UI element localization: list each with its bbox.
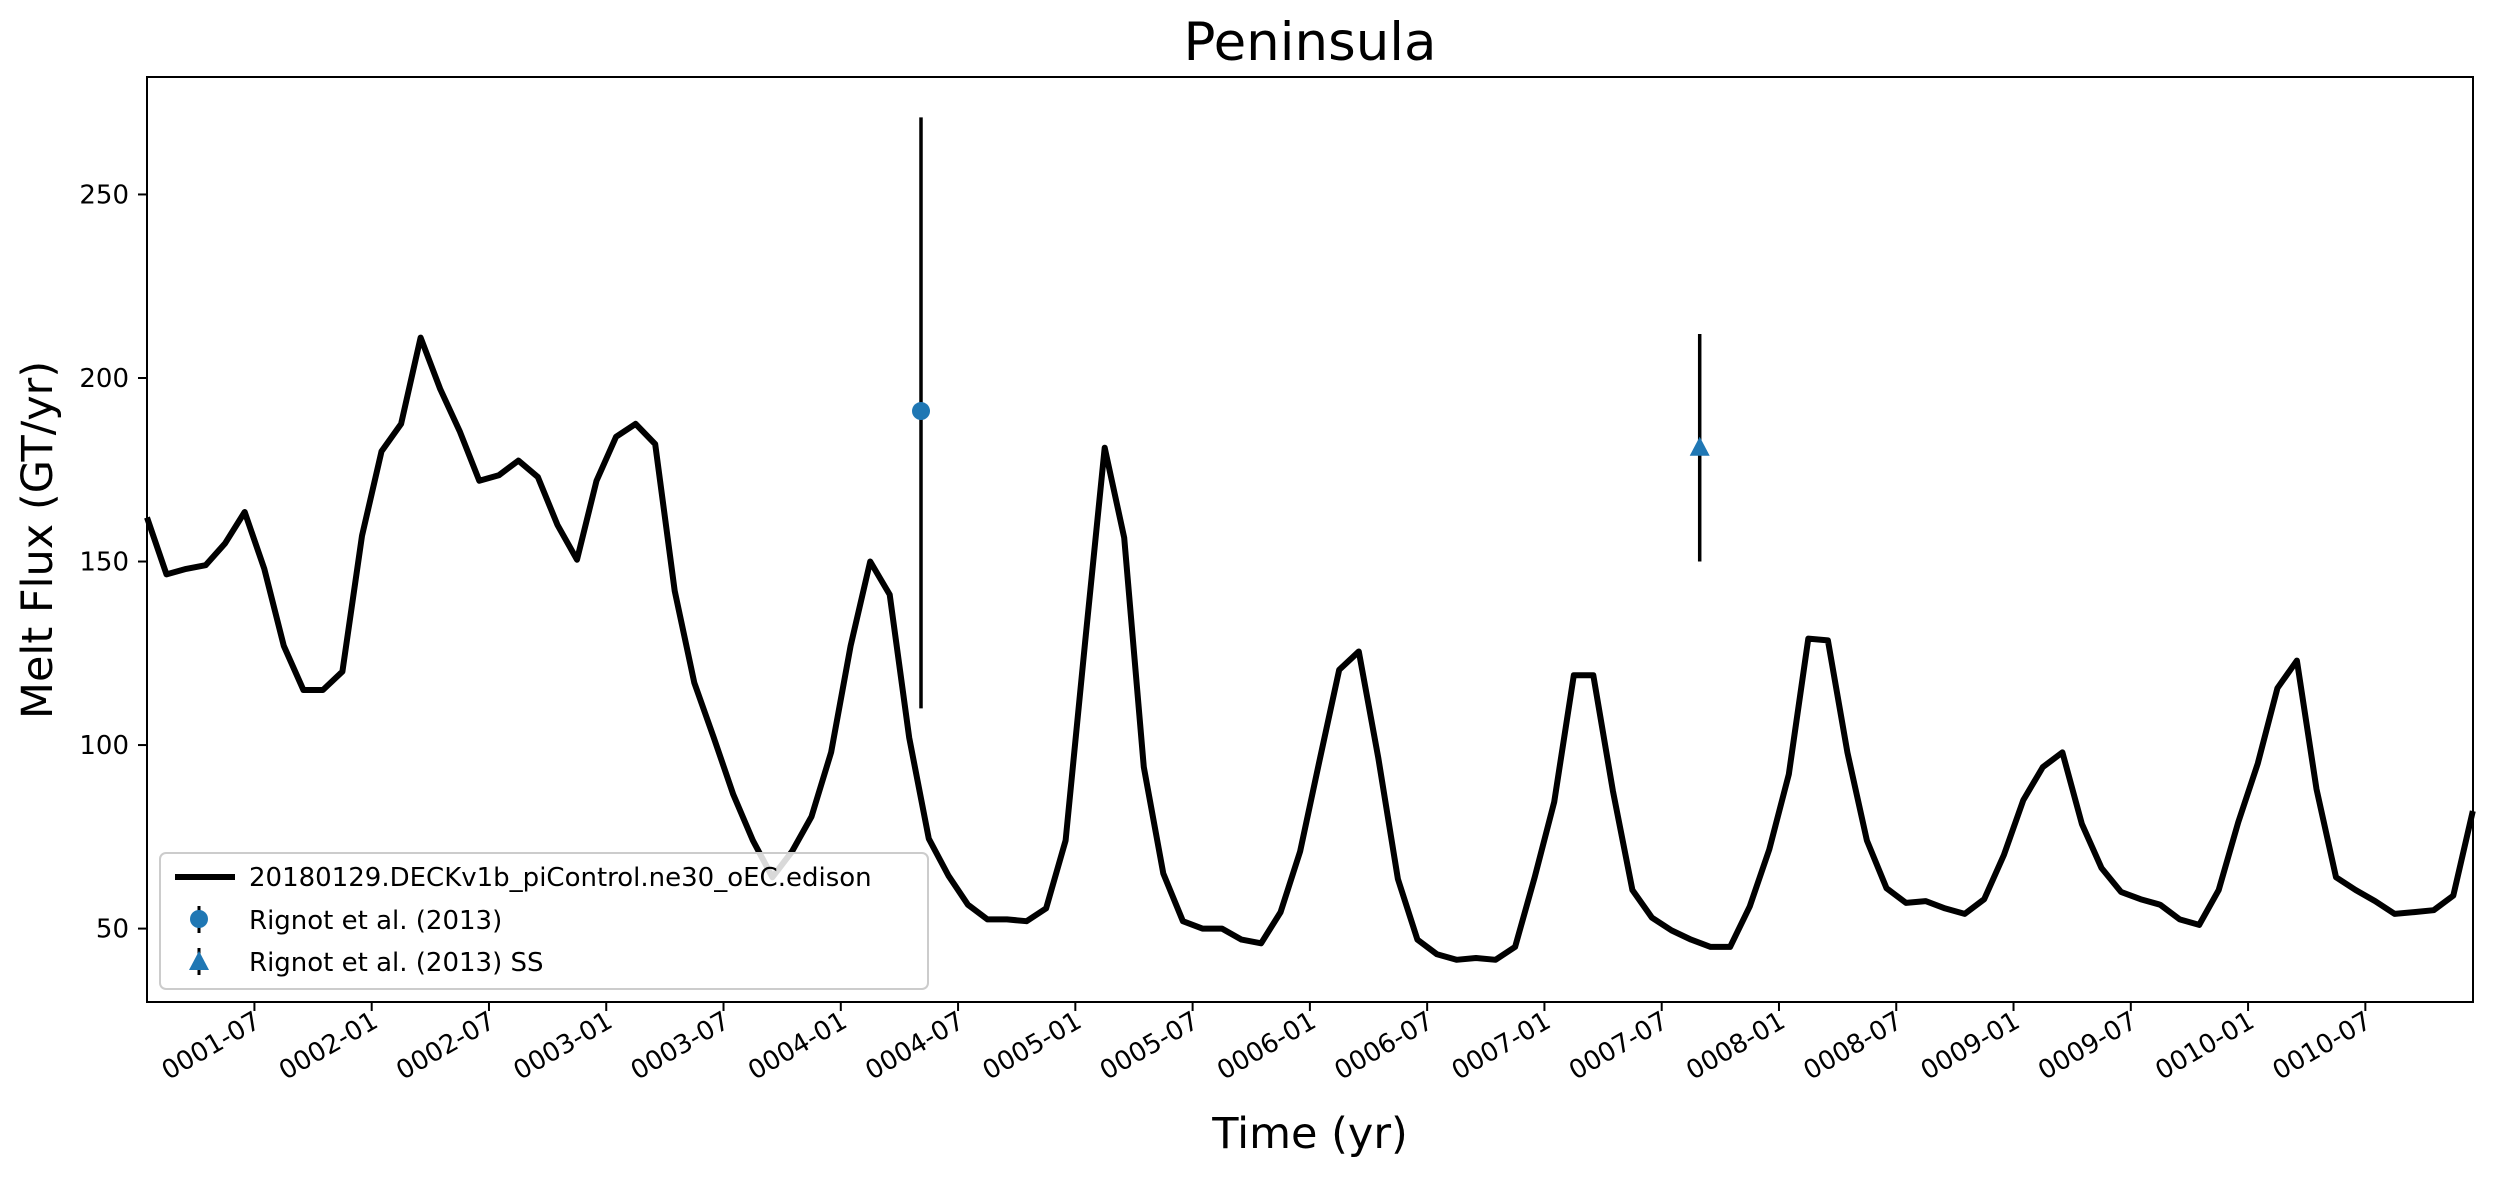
x-tick-label: 0004-07 [860, 1006, 969, 1086]
x-axis-label: Time (yr) [1211, 1109, 1408, 1159]
y-tick-label: 150 [79, 548, 129, 578]
errorbar-rignot-2013-marker [912, 402, 931, 421]
x-tick-label: 0003-01 [509, 1006, 618, 1086]
x-tick-label: 0006-01 [1212, 1006, 1321, 1086]
legend: 20180129.DECKv1b_piControl.ne30_oEC.edis… [159, 852, 929, 990]
legend-box [159, 852, 929, 990]
chart-title: Peninsula [1184, 12, 1437, 73]
x-axis-ticks: 0001-07 0002-01 0002-07 0003-01 0003-07 0004-… [157, 1002, 2377, 1086]
x-tick-label: 0008-01 [1681, 1006, 1790, 1086]
x-tick-label: 0002-07 [391, 1006, 500, 1086]
legend-circle-marker [190, 910, 208, 928]
errorbar-rignot-2013 [912, 117, 931, 709]
y-axis-ticks: 50 100 150 200 250 [79, 180, 147, 945]
x-tick-label: 0004-01 [743, 1006, 852, 1086]
x-tick-label: 0009-01 [1916, 1006, 2025, 1086]
x-tick-label: 0007-07 [1564, 1006, 1673, 1086]
x-tick-label: 0005-07 [1095, 1006, 1204, 1086]
series-line-deckv1b-picontrol [144, 334, 2476, 963]
x-tick-label: 0005-01 [978, 1006, 1087, 1086]
x-tick-label: 0007-01 [1447, 1006, 1556, 1086]
x-tick-label: 0003-07 [626, 1006, 735, 1086]
legend-label-2: Rignot et al. (2013) [249, 906, 502, 936]
x-tick-label: 0008-07 [1799, 1006, 1908, 1086]
plot-area [147, 77, 2473, 1002]
y-axis-label: Melt Flux (GT/yr) [13, 361, 63, 719]
x-tick-label: 0010-07 [2268, 1006, 2377, 1086]
x-tick-label: 0010-01 [2150, 1006, 2259, 1086]
y-tick-label: 200 [79, 364, 129, 394]
legend-label-1: 20180129.DECKv1b_piControl.ne30_oEC.edis… [249, 863, 872, 893]
errorbar-rignot-2013-ss-marker [1689, 436, 1710, 456]
y-tick-label: 100 [79, 731, 129, 761]
x-tick-label: 0006-07 [1330, 1006, 1439, 1086]
x-tick-label: 0009-07 [2033, 1006, 2142, 1086]
errorbar-rignot-2013-ss [1689, 333, 1710, 562]
plot-frame [146, 76, 2474, 1003]
y-tick-label: 250 [79, 180, 129, 210]
x-tick-label: 0001-07 [157, 1006, 266, 1086]
x-tick-label: 0002-01 [274, 1006, 383, 1086]
y-tick-label: 50 [96, 915, 129, 945]
legend-label-3: Rignot et al. (2013) SS [249, 948, 544, 978]
legend-triangle-marker [189, 951, 209, 970]
